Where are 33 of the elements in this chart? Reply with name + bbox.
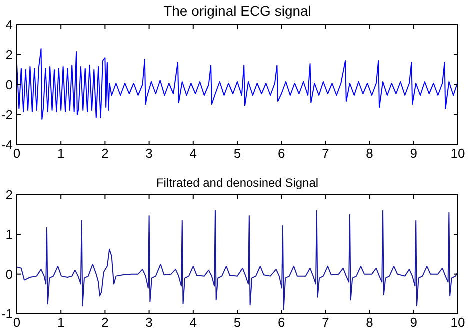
x-tick-label: 3 (146, 146, 153, 161)
y-tick-label: -2 (1, 108, 13, 122)
x-tick-label: 8 (366, 315, 374, 330)
x-tick-label: 7 (322, 315, 330, 330)
x-tick-label: 5 (234, 315, 242, 330)
y-tick-label: 2 (6, 188, 13, 202)
chart-title: Filtrated and denosined Signal (156, 176, 319, 190)
x-tick-label: 4 (190, 146, 198, 161)
y-tick-label: 0 (6, 78, 13, 92)
x-tick-label: 9 (410, 146, 418, 161)
x-tick-label: 10 (450, 315, 466, 330)
line-series (16, 210, 458, 311)
y-tick-label: 2 (6, 48, 13, 62)
y-tick-label: -1 (1, 306, 13, 322)
line-series (16, 48, 458, 120)
x-tick-label: 1 (57, 315, 65, 330)
x-tick-label: 3 (146, 315, 153, 330)
x-tick-label: 7 (322, 146, 330, 161)
x-tick-label: 8 (366, 146, 374, 161)
x-tick-label: 2 (102, 315, 109, 330)
x-tick-label: 5 (234, 146, 242, 161)
y-tick-label: -4 (1, 138, 13, 152)
x-tick-label: 6 (278, 315, 286, 330)
y-tick-label: 0 (6, 266, 13, 282)
x-tick-label: 9 (410, 315, 418, 330)
x-tick-label: 1 (57, 146, 65, 161)
x-tick-label: 10 (450, 146, 466, 161)
chart-title: The original ECG signal (164, 3, 312, 19)
y-tick-label: 4 (6, 18, 13, 32)
x-tick-label: 4 (190, 315, 198, 330)
x-tick-label: 6 (278, 146, 286, 161)
x-tick-label: 2 (102, 146, 109, 161)
y-tick-label: 1 (6, 227, 13, 242)
